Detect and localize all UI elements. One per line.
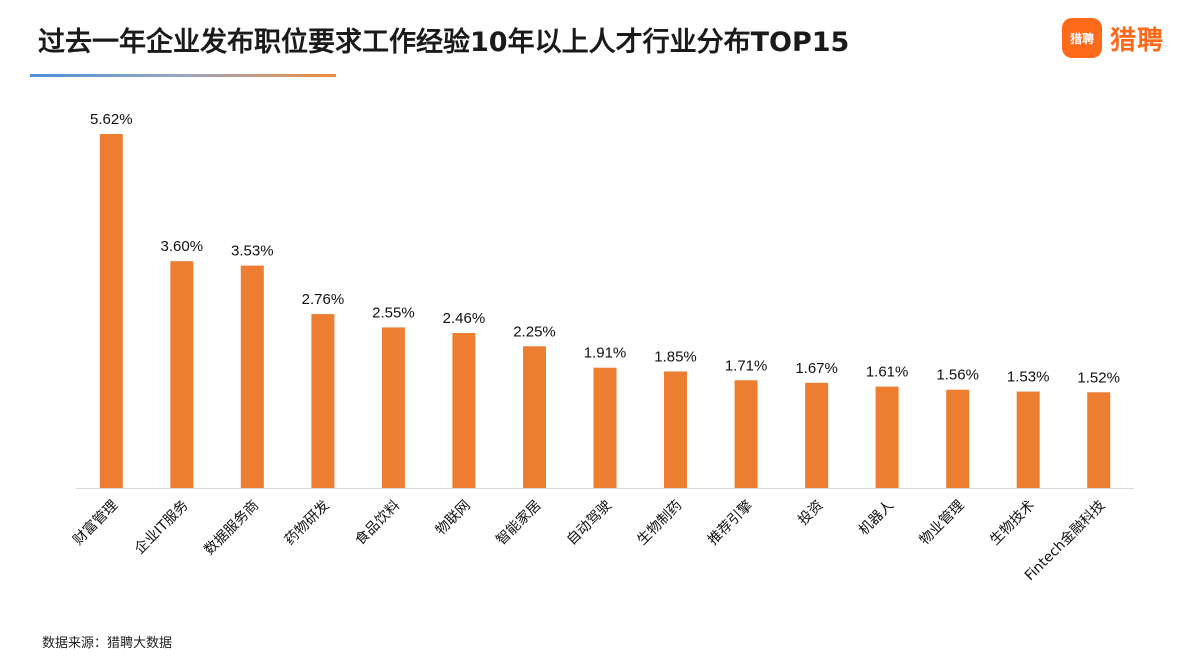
data-label: 1.71% xyxy=(725,357,768,374)
data-label: 2.76% xyxy=(302,291,345,308)
x-tick-label: 数据服务商 xyxy=(201,498,262,559)
data-label: 1.85% xyxy=(654,349,697,366)
data-label: 1.56% xyxy=(936,367,979,384)
bar xyxy=(240,265,264,488)
data-source-note: 数据来源：猎聘大数据 xyxy=(42,636,173,651)
logo-badge-text: 猎聘 xyxy=(1069,31,1094,46)
data-label: 3.53% xyxy=(231,243,274,260)
data-label: 2.25% xyxy=(513,323,556,340)
x-tick-label: 物业管理 xyxy=(917,498,968,549)
x-tick-label: 生物制药 xyxy=(634,498,685,549)
data-label: 1.91% xyxy=(584,345,627,362)
x-tick-label: 生物技术 xyxy=(987,498,1038,549)
x-tick-label: 企业IT服务 xyxy=(131,497,192,558)
data-label: 2.55% xyxy=(372,304,415,321)
bar xyxy=(99,134,123,488)
bar xyxy=(1016,391,1040,488)
x-tick-label: 投资 xyxy=(795,498,826,529)
data-label: 1.67% xyxy=(795,360,838,377)
x-tick-label: 自动驾驶 xyxy=(564,498,615,549)
x-tick-label: 食品饮料 xyxy=(352,497,404,549)
logo-badge-icon: 猎聘 xyxy=(1062,18,1102,58)
x-tick-label: 药物研发 xyxy=(282,498,333,549)
data-label: 5.62% xyxy=(90,111,133,128)
title-underline xyxy=(30,74,336,77)
brand-logo: 猎聘 猎聘 xyxy=(1062,18,1164,58)
data-label: 2.46% xyxy=(443,310,486,327)
bar xyxy=(170,261,194,488)
data-label: 1.52% xyxy=(1077,369,1120,386)
bar xyxy=(946,389,970,488)
bar xyxy=(664,371,687,488)
chart-title: 过去一年企业发布职位要求工作经验10年以上人才行业分布TOP15 xyxy=(38,27,850,58)
data-label: 3.60% xyxy=(161,238,204,255)
bar xyxy=(875,386,899,488)
bar xyxy=(311,314,335,488)
bar xyxy=(1087,392,1111,488)
bar xyxy=(805,382,829,488)
bar xyxy=(593,367,617,488)
bar xyxy=(381,327,405,488)
x-tick-label: 物联网 xyxy=(433,498,474,539)
bar xyxy=(452,333,476,488)
data-label: 1.53% xyxy=(1007,369,1050,386)
x-tick-label: 机器人 xyxy=(856,498,897,539)
x-tick-label: 财富管理 xyxy=(70,497,122,549)
logo-text: 猎聘 xyxy=(1110,25,1165,56)
data-label: 1.61% xyxy=(866,364,909,381)
bar xyxy=(523,346,546,488)
bar xyxy=(734,380,758,488)
x-tick-label: 推荐引擎 xyxy=(705,498,756,549)
x-tick-label: 智能家居 xyxy=(493,497,545,549)
